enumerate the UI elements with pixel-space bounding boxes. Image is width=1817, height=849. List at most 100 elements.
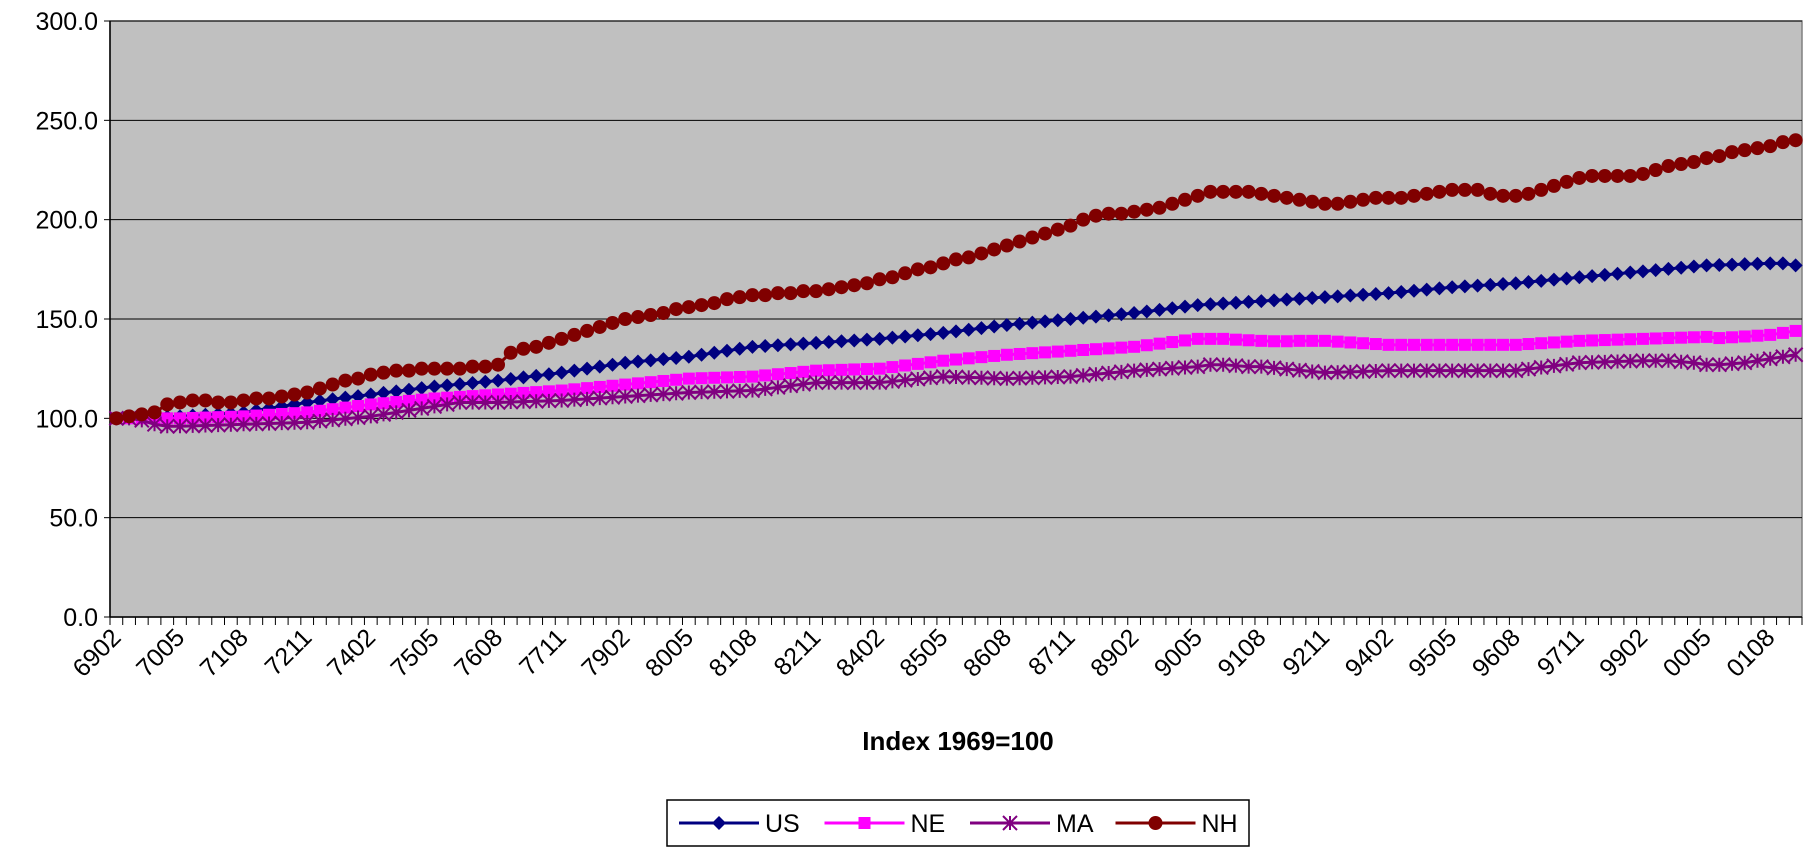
x-tick-label: 7711 <box>514 623 572 681</box>
marker <box>1088 208 1103 223</box>
marker <box>1635 353 1651 369</box>
marker <box>1240 358 1257 375</box>
marker <box>465 375 480 390</box>
marker <box>757 381 773 397</box>
marker <box>223 416 239 433</box>
x-tick-label: 8211 <box>768 623 826 681</box>
marker <box>1101 308 1116 323</box>
marker <box>987 242 1002 257</box>
marker <box>541 393 557 409</box>
marker <box>1368 363 1384 379</box>
marker <box>197 417 214 434</box>
marker <box>351 389 366 404</box>
marker <box>720 343 735 358</box>
marker <box>1444 362 1460 379</box>
x-tick-label: 7402 <box>322 623 381 682</box>
marker <box>530 386 543 399</box>
marker <box>529 368 544 383</box>
marker <box>1496 188 1511 203</box>
marker <box>899 359 912 372</box>
marker <box>759 369 772 382</box>
marker <box>491 373 506 388</box>
marker <box>605 315 620 330</box>
marker <box>211 395 226 410</box>
marker <box>172 418 188 434</box>
marker <box>847 333 862 348</box>
marker <box>1394 190 1409 205</box>
marker <box>287 387 302 402</box>
legend-label: NH <box>1202 810 1238 838</box>
marker <box>999 370 1015 387</box>
x-tick-label: 7902 <box>576 623 635 682</box>
marker <box>1305 290 1320 305</box>
marker <box>592 359 607 374</box>
marker <box>1635 166 1650 181</box>
marker <box>1165 196 1180 211</box>
marker <box>1636 332 1649 345</box>
marker <box>1573 334 1586 347</box>
marker <box>389 363 404 378</box>
marker <box>1266 360 1282 376</box>
marker <box>758 288 773 303</box>
marker <box>898 266 913 281</box>
marker <box>1648 163 1663 177</box>
marker <box>884 373 901 390</box>
marker <box>1064 344 1077 357</box>
marker <box>936 256 951 271</box>
marker <box>949 252 963 267</box>
marker <box>898 329 913 344</box>
marker <box>503 394 519 410</box>
y-tick-label: 250.0 <box>35 107 98 135</box>
marker <box>1241 294 1256 309</box>
marker <box>376 365 391 380</box>
marker <box>1203 297 1218 312</box>
marker <box>833 374 850 391</box>
marker <box>1002 815 1018 831</box>
marker <box>567 363 582 378</box>
marker <box>712 816 726 830</box>
marker <box>1255 334 1268 347</box>
x-tick-label: 9211 <box>1277 623 1335 681</box>
marker <box>644 376 657 389</box>
marker <box>694 347 709 362</box>
marker <box>1024 370 1041 386</box>
marker <box>1113 364 1130 380</box>
marker <box>1202 356 1219 373</box>
marker <box>1381 190 1396 205</box>
marker <box>338 373 353 388</box>
marker <box>860 363 873 376</box>
marker <box>1166 336 1179 349</box>
marker <box>1050 313 1065 328</box>
marker <box>1483 186 1498 201</box>
x-tick-label: 0005 <box>1658 623 1717 682</box>
marker <box>1635 264 1650 279</box>
marker <box>1177 192 1192 207</box>
marker <box>846 374 862 391</box>
legend-label: NE <box>911 810 946 838</box>
marker <box>1100 365 1117 381</box>
marker <box>758 339 773 354</box>
marker <box>1648 263 1663 278</box>
marker <box>974 246 989 261</box>
marker <box>1789 324 1802 337</box>
marker <box>808 374 824 391</box>
marker <box>1037 369 1053 386</box>
x-tick-label: 8005 <box>640 623 699 682</box>
marker <box>1382 338 1395 351</box>
marker <box>198 393 213 408</box>
marker <box>350 409 366 426</box>
marker <box>873 362 886 375</box>
marker <box>795 376 812 392</box>
marker <box>1469 362 1486 379</box>
legend-label: US <box>765 810 800 838</box>
marker <box>1329 364 1346 380</box>
marker <box>465 359 480 374</box>
marker <box>1471 338 1484 351</box>
marker <box>1148 816 1163 830</box>
marker <box>783 337 798 352</box>
marker <box>1050 369 1066 385</box>
marker <box>1330 196 1345 211</box>
marker <box>1318 334 1331 347</box>
marker <box>630 354 645 369</box>
marker <box>1152 200 1167 215</box>
